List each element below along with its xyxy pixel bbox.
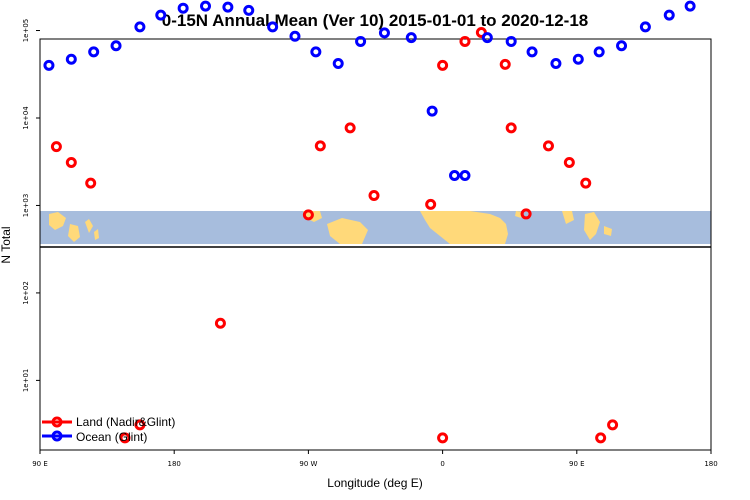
y-tick-label: 1e+01 (22, 369, 30, 393)
land-point (520, 208, 532, 220)
ocean-point (110, 40, 122, 52)
x-tick-label: 0 (440, 460, 444, 468)
ocean-point (449, 170, 461, 182)
ocean-point (177, 2, 189, 14)
land-point (580, 177, 592, 189)
x-axis: 90 E 180 90 W 0 90 E 180 (32, 450, 718, 468)
land-point (314, 140, 326, 152)
land-point (437, 59, 449, 71)
ocean-point (639, 21, 651, 33)
ocean-point (222, 1, 234, 13)
land-point (563, 156, 575, 168)
land-point (505, 122, 517, 134)
x-tick-label: 180 (168, 460, 181, 468)
ocean-point (481, 32, 493, 44)
ocean-point (616, 40, 628, 52)
land-point (459, 35, 471, 47)
ocean-point (550, 57, 562, 69)
ocean-point (43, 59, 55, 71)
ocean-point (426, 105, 438, 117)
ocean-point (405, 32, 417, 44)
y-tick-label: 1e+04 (22, 106, 30, 130)
ocean-point (65, 53, 77, 65)
ocean-point (243, 4, 255, 16)
ocean-point (200, 0, 212, 12)
y-tick-label: 1e+03 (22, 194, 30, 218)
legend: Land (Nadir&Glint) Ocean (Glint) (42, 415, 175, 444)
ocean-point (526, 46, 538, 58)
ocean-point (355, 35, 367, 47)
land-point (595, 432, 607, 444)
ocean-point (663, 9, 675, 21)
x-axis-label: Longitude (deg E) (327, 476, 422, 490)
ocean-point (378, 27, 390, 39)
ocean-point (593, 46, 605, 58)
ocean-point (267, 21, 279, 33)
y-axis-label: N Total (0, 226, 13, 263)
land-point (214, 317, 226, 329)
land-point (344, 122, 356, 134)
ocean-point (332, 57, 344, 69)
y-tick-label: 1e+02 (22, 281, 30, 305)
land-point (437, 432, 449, 444)
ocean-point (459, 170, 471, 182)
ocean-point (88, 46, 100, 58)
land-point (119, 432, 131, 444)
legend-ocean-marker (51, 430, 63, 442)
y-tick-label: 1e+05 (22, 19, 30, 43)
ocean-series (43, 0, 696, 182)
land-point (50, 141, 62, 153)
land-point (425, 198, 437, 210)
x-tick-label: 90 E (569, 460, 585, 468)
land-point (499, 58, 511, 70)
land-point (368, 189, 380, 201)
land-point (134, 419, 146, 431)
land-point (542, 140, 554, 152)
land-point (65, 156, 77, 168)
world-map-strip (40, 211, 711, 244)
land-point (302, 209, 314, 221)
x-tick-label: 180 (704, 460, 717, 468)
ocean-point (505, 35, 517, 47)
x-tick-label: 90 W (299, 460, 317, 468)
land-point (607, 419, 619, 431)
y-axis: 1e+01 1e+02 1e+03 1e+04 1e+05 (22, 19, 40, 392)
land-series (50, 26, 619, 444)
ocean-point (572, 53, 584, 65)
ocean-point (134, 21, 146, 33)
legend-land-label: Land (Nadir&Glint) (76, 415, 175, 429)
ocean-point (684, 0, 696, 12)
ocean-point (310, 46, 322, 58)
x-tick-label: 90 E (32, 460, 48, 468)
chart-title: 0-15N Annual Mean (Ver 10) 2015-01-01 to… (162, 11, 588, 30)
plot-frame (39, 38, 712, 451)
land-point (85, 177, 97, 189)
ocean-point (155, 9, 167, 21)
ocean-point (289, 30, 301, 42)
legend-ocean-label: Ocean (Glint) (76, 430, 147, 444)
legend-land-marker (51, 416, 63, 428)
data-points (43, 0, 696, 444)
